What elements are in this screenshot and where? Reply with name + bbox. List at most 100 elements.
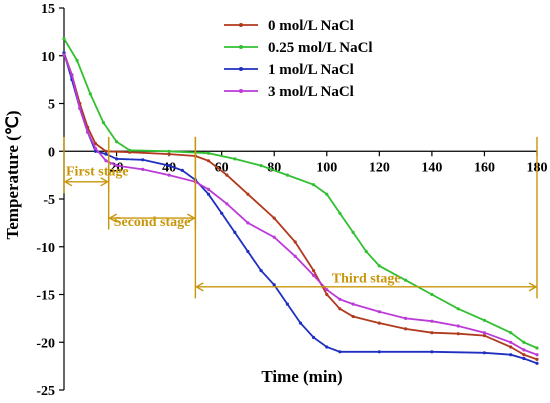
series-point-0 — [377, 321, 381, 325]
series-point-1 — [75, 58, 79, 63]
series-point-1 — [456, 307, 460, 311]
series-point-0 — [351, 314, 355, 319]
series-point-0 — [509, 345, 513, 349]
series-point-1 — [312, 183, 316, 187]
y-tick-label: 10 — [41, 50, 55, 65]
series-point-0 — [325, 292, 329, 297]
series-point-0 — [104, 149, 108, 153]
x-tick-label: 140 — [421, 160, 442, 175]
series-point-3 — [456, 324, 460, 328]
series-point-1 — [404, 278, 408, 282]
legend-entry: 0 mol/L NaCl — [268, 18, 354, 34]
series-point-2 — [272, 283, 276, 287]
series-point-2 — [377, 350, 381, 354]
x-tick-label: 120 — [369, 160, 390, 175]
series-point-2 — [522, 356, 526, 361]
series-point-3 — [535, 353, 539, 357]
series-point-3 — [272, 235, 276, 239]
series-point-1 — [167, 149, 171, 153]
x-tick-label: 60 — [215, 160, 229, 175]
series-point-0 — [456, 332, 460, 336]
series-point-0 — [93, 142, 98, 146]
series-point-1 — [285, 173, 289, 177]
y-tick-label: -25 — [36, 384, 55, 399]
stage-arrow-right — [100, 177, 110, 187]
stage-arrow-right — [528, 282, 538, 292]
series-point-2 — [285, 302, 289, 306]
series-point-2 — [482, 351, 486, 355]
stage-arrow-left — [108, 213, 118, 223]
series-point-2 — [180, 168, 184, 172]
y-tick-label: -5 — [43, 193, 55, 208]
series-line-2 — [63, 52, 538, 365]
series-point-1 — [62, 37, 66, 41]
series-point-0 — [535, 357, 539, 361]
series-point-0 — [338, 307, 342, 311]
series-point-2 — [115, 157, 119, 161]
series-point-1 — [233, 157, 237, 161]
series-point-1 — [522, 340, 526, 344]
series-point-3 — [482, 331, 486, 335]
series-point-0 — [246, 192, 250, 196]
series-point-3 — [78, 106, 82, 110]
legend-entry: 1 mol/L NaCl — [268, 62, 354, 78]
series-point-3 — [62, 53, 66, 57]
series-point-2 — [298, 321, 303, 325]
series-point-1 — [377, 264, 381, 268]
legend-marker — [239, 45, 243, 49]
series-point-1 — [364, 249, 368, 254]
series-point-1 — [325, 192, 329, 196]
series-point-1 — [259, 164, 263, 168]
series-point-3 — [404, 316, 408, 320]
series-point-3 — [104, 159, 108, 163]
series-point-3 — [325, 288, 329, 292]
legend-marker — [239, 67, 243, 71]
series-point-1 — [351, 230, 355, 234]
series-point-0 — [225, 173, 229, 177]
stage-arrow-right — [187, 213, 196, 223]
series-point-1 — [535, 346, 539, 350]
series-point-2 — [338, 350, 342, 354]
series-point-2 — [220, 211, 224, 215]
series-point-3 — [312, 273, 316, 277]
y-tick-label: 0 — [48, 145, 55, 160]
series-point-0 — [293, 240, 297, 244]
series-point-3 — [167, 173, 171, 177]
series-line-0 — [63, 52, 538, 361]
x-axis-label: Time (min) — [261, 367, 342, 386]
series-point-3 — [86, 130, 90, 134]
series-point-3 — [206, 187, 211, 191]
series-point-2 — [233, 230, 237, 234]
series-line-1 — [63, 38, 538, 349]
series-point-3 — [430, 319, 434, 323]
series-point-3 — [351, 302, 355, 306]
x-tick-label: 100 — [316, 160, 337, 175]
series-point-1 — [509, 331, 513, 335]
series-point-2 — [206, 192, 211, 196]
series-point-0 — [206, 159, 211, 163]
series-point-3 — [509, 340, 513, 344]
series-point-3 — [246, 221, 250, 225]
series-point-1 — [206, 151, 211, 155]
series-point-2 — [246, 249, 250, 254]
series-point-2 — [430, 350, 434, 354]
series-point-2 — [167, 164, 171, 168]
series-point-1 — [115, 140, 119, 144]
y-tick-label: -15 — [36, 289, 55, 304]
series-point-2 — [535, 361, 539, 365]
series-point-0 — [272, 216, 276, 220]
legend-marker — [239, 23, 243, 27]
series-point-1 — [482, 318, 486, 322]
series-point-3 — [338, 297, 342, 301]
series-point-0 — [167, 152, 171, 156]
series-point-3 — [293, 254, 297, 258]
series-point-2 — [104, 152, 108, 156]
y-axis-label: Temperature (℃) — [3, 110, 22, 239]
y-tick-label: 5 — [48, 98, 55, 113]
series-point-1 — [88, 92, 92, 96]
legend-marker — [239, 89, 243, 93]
legend-entry: 0.25 mol/L NaCl — [268, 40, 373, 56]
series-point-1 — [128, 148, 132, 152]
